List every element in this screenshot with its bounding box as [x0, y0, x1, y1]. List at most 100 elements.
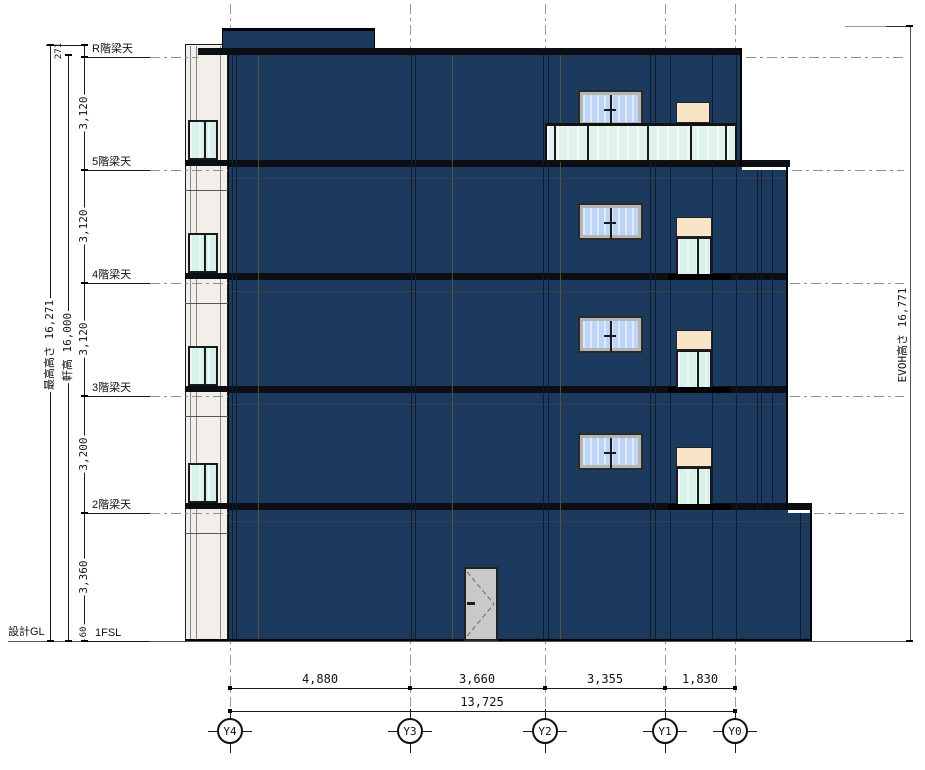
joint-line: [772, 170, 773, 510]
level-line: [88, 396, 150, 397]
stair-window-2f: [188, 463, 218, 503]
joint-line: [655, 55, 656, 639]
dim-y4-y3: 4,880: [301, 672, 339, 686]
facade-1f: [228, 513, 812, 641]
fsl-offset-label: 60: [78, 624, 90, 640]
floor-dim-4f-3f: 3,120: [77, 320, 90, 358]
slab-3f: [228, 386, 788, 393]
facade-right-edge-mid: [786, 167, 788, 510]
balcony-sill-3f: [668, 387, 730, 393]
balcony-window-2f: [676, 467, 712, 507]
level-label-r: R階梁天: [92, 43, 133, 55]
facade-right-edge-5f: [740, 48, 742, 167]
balcony-sill-2f: [668, 504, 730, 510]
dim-line-evoh: [910, 26, 911, 641]
level-label-5f: 5階梁天: [92, 156, 132, 168]
dim-dot: [733, 686, 737, 690]
level-label-3f: 3階梁天: [92, 382, 132, 394]
joint-line: [560, 55, 561, 639]
window-3f: [578, 316, 643, 353]
evoh-connector: [886, 26, 912, 27]
joint-line: [670, 55, 671, 639]
dim-dot: [408, 686, 412, 690]
spandrel-panel-5f: [676, 102, 710, 123]
entrance-door: [464, 567, 498, 641]
grid-bubble-y3: Y3: [397, 718, 423, 744]
dim-tick: [81, 640, 88, 642]
level-ext-line: [790, 283, 904, 284]
dim-line-total: [230, 711, 735, 712]
dim-y1-y0: 1,830: [681, 672, 719, 686]
dim-tick: [47, 640, 54, 642]
joint-line: [228, 178, 786, 179]
dim-tick: [81, 44, 88, 46]
ground-line: [8, 641, 912, 642]
door-handle: [467, 602, 475, 605]
stair-window-3f: [188, 346, 218, 386]
dim-dot: [228, 686, 232, 690]
level-ext-line: [150, 513, 228, 514]
joint-line: [228, 521, 810, 522]
level-line: [88, 170, 150, 171]
joint-line: [415, 55, 416, 639]
building-base-line: [185, 639, 812, 641]
max-height-label: 最高高さ 16,271: [43, 297, 56, 393]
grid-bubble-y0: Y0: [722, 718, 748, 744]
joint-line: [548, 55, 549, 639]
balcony-sill-4f: [668, 274, 730, 280]
stair-window-4f: [188, 233, 218, 273]
floor-dim-2f-1f: 3,360: [77, 558, 90, 596]
joint-line: [258, 55, 259, 639]
joint-line: [736, 55, 737, 639]
grid-bubble-y4: Y4: [217, 718, 243, 744]
dim-tick: [65, 54, 72, 56]
level-label-1fsl: 1FSL: [95, 627, 122, 639]
tower-frame-line: [190, 46, 191, 639]
joint-line: [800, 513, 801, 639]
tower-band-line: [185, 533, 228, 534]
spandrel-panel-3f: [676, 330, 712, 350]
window-2f: [578, 433, 643, 470]
joint-line: [228, 291, 786, 292]
dim-dot: [663, 686, 667, 690]
spandrel-panel-2f: [676, 447, 712, 467]
tower-slab: [185, 386, 228, 392]
slab-5f: [228, 160, 790, 167]
window-5f: [578, 90, 643, 127]
dim-line-segments: [230, 688, 735, 689]
design-gl-label: 設計GL: [8, 626, 45, 638]
evoh-height-label: EVOH高さ 16,771: [896, 285, 909, 385]
dim-tick: [81, 512, 88, 514]
floor-dim-5f-4f: 3,120: [77, 207, 90, 245]
parapet-dim-label: 271: [54, 42, 64, 60]
dim-tick: [81, 282, 88, 284]
level-ext-line: [150, 283, 228, 284]
level-ext-line: [792, 170, 904, 171]
dim-tick: [81, 56, 88, 58]
tower-frame-line: [220, 46, 221, 639]
floor-dim-3f-2f: 3,200: [77, 435, 90, 473]
joint-line: [236, 55, 237, 639]
dim-total: 13,725: [460, 695, 504, 709]
level-ext-line: [150, 57, 198, 58]
dim-y2-y1: 3,355: [586, 672, 624, 686]
level-label-4f: 4階梁天: [92, 269, 132, 281]
level-line: [88, 283, 150, 284]
facade-left-edge: [228, 55, 229, 641]
level-ext-line: [150, 170, 228, 171]
dim-tick: [65, 640, 72, 642]
roof-penthouse: [222, 28, 375, 50]
balcony-window-4f: [676, 237, 712, 277]
level-ext-line: [746, 57, 904, 58]
balcony-window-3f: [676, 350, 712, 390]
dim-tick: [906, 640, 913, 642]
dim-dot: [543, 686, 547, 690]
dim-y3-y2: 3,660: [458, 672, 496, 686]
parapet-band: [198, 48, 740, 55]
level-ext-line: [790, 396, 904, 397]
balcony-balustrade-5f: [545, 123, 737, 162]
joint-line: [757, 170, 758, 510]
slab-2f: [228, 503, 812, 510]
tower-slab: [185, 273, 228, 279]
